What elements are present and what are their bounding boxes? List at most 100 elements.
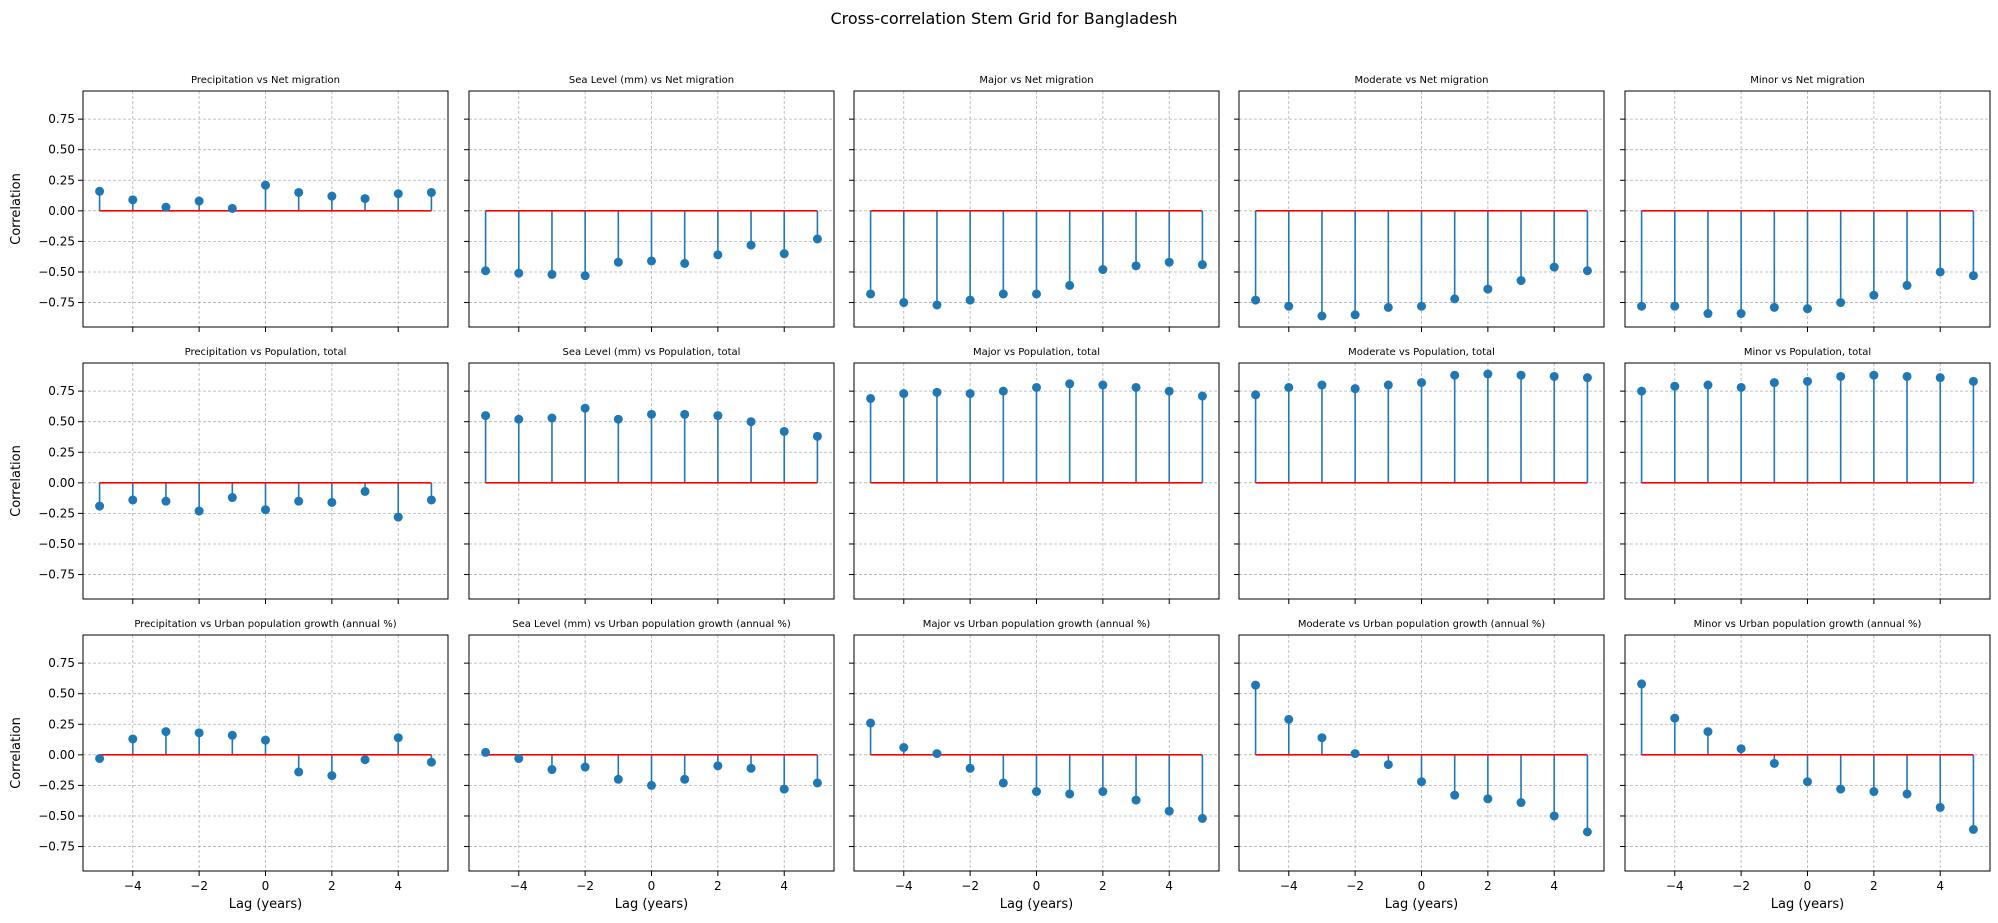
stem-marker bbox=[128, 734, 138, 744]
stem-marker bbox=[1065, 379, 1075, 389]
x-tick-label: 2 bbox=[1099, 879, 1107, 893]
stem-marker bbox=[1284, 301, 1294, 311]
subplot-title: Precipitation vs Net migration bbox=[191, 75, 340, 86]
stem-marker bbox=[1065, 280, 1075, 290]
x-tick-label: −4 bbox=[1280, 879, 1298, 893]
subplot-5: Minor vs Net migration bbox=[1620, 75, 1991, 332]
x-tick-label: 4 bbox=[780, 879, 788, 893]
x-axis-label: Lag (years) bbox=[1000, 897, 1074, 912]
stem-marker bbox=[1736, 382, 1746, 392]
stem-marker bbox=[779, 249, 789, 259]
stem-marker bbox=[1317, 311, 1327, 321]
subplot-11: Precipitation vs Urban population growth… bbox=[9, 619, 449, 912]
x-tick-label: 0 bbox=[1418, 879, 1426, 893]
stem-marker bbox=[1350, 310, 1360, 320]
stem-marker bbox=[360, 486, 370, 496]
x-axis-label: Lag (years) bbox=[229, 897, 303, 912]
stem-marker bbox=[965, 295, 975, 305]
stem-marker bbox=[1251, 295, 1261, 305]
stem-marker bbox=[227, 493, 237, 503]
x-tick-label: −4 bbox=[1666, 879, 1684, 893]
stem-marker bbox=[481, 747, 491, 757]
x-tick-label: −4 bbox=[510, 879, 528, 893]
y-tick-label: 0.00 bbox=[48, 476, 75, 490]
stem-marker bbox=[514, 268, 524, 278]
stem-marker bbox=[1769, 758, 1779, 768]
stem-marker bbox=[1769, 302, 1779, 312]
stem-marker bbox=[1383, 302, 1393, 312]
subplot-title: Minor vs Net migration bbox=[1750, 75, 1864, 86]
y-tick-label: 0.75 bbox=[48, 384, 75, 398]
stem-marker bbox=[866, 289, 876, 299]
subplot-title: Sea Level (mm) vs Net migration bbox=[569, 75, 734, 86]
stem-marker bbox=[393, 189, 403, 199]
stem-marker bbox=[1098, 380, 1108, 390]
stem-marker bbox=[647, 409, 656, 419]
y-tick-label: −0.25 bbox=[38, 234, 75, 248]
subplot-title: Minor vs Population, total bbox=[1744, 347, 1871, 358]
subplot-15: Minor vs Urban population growth (annual… bbox=[1620, 619, 1991, 912]
stem-marker bbox=[1703, 727, 1713, 737]
y-tick-label: 0.75 bbox=[48, 112, 75, 126]
stem-marker bbox=[812, 431, 822, 441]
stem-marker bbox=[426, 187, 436, 197]
y-tick-label: −0.25 bbox=[38, 778, 75, 792]
subplot-title: Minor vs Urban population growth (annual… bbox=[1694, 619, 1922, 630]
stem-marker bbox=[1736, 309, 1746, 319]
stem-marker bbox=[360, 755, 370, 765]
stem-marker bbox=[1968, 376, 1978, 386]
stem-marker bbox=[128, 495, 138, 505]
x-tick-label: −2 bbox=[1732, 879, 1750, 893]
stem-marker bbox=[514, 754, 524, 764]
subplot-title: Major vs Net migration bbox=[979, 75, 1093, 86]
stem-marker bbox=[613, 414, 623, 424]
y-tick-label: 0.00 bbox=[48, 204, 75, 218]
x-tick-label: −2 bbox=[576, 879, 594, 893]
stem-marker bbox=[1098, 265, 1108, 275]
stem-marker bbox=[580, 403, 590, 413]
stem-marker bbox=[713, 250, 723, 260]
stem-marker bbox=[932, 387, 942, 397]
x-tick-label: 0 bbox=[1033, 879, 1041, 893]
axes-frame bbox=[853, 634, 1220, 872]
stem-marker bbox=[227, 203, 237, 213]
stem-marker bbox=[161, 727, 171, 737]
axes-frame bbox=[468, 634, 835, 872]
stem-marker bbox=[812, 234, 822, 244]
stem-marker bbox=[481, 266, 491, 276]
stem-marker bbox=[1197, 391, 1207, 401]
stem-marker bbox=[1549, 371, 1559, 381]
stem-marker bbox=[866, 393, 876, 403]
stem-marker bbox=[327, 771, 337, 781]
stem-marker bbox=[1284, 714, 1294, 724]
y-tick-label: −0.75 bbox=[38, 568, 75, 582]
x-tick-label: 0 bbox=[1804, 879, 1812, 893]
subplot-4: Moderate vs Net migration bbox=[1234, 75, 1605, 332]
stem-marker bbox=[261, 735, 270, 745]
stem-marker bbox=[1131, 382, 1141, 392]
x-tick-label: 4 bbox=[1165, 879, 1173, 893]
x-tick-label: −4 bbox=[895, 879, 913, 893]
stem-marker bbox=[1383, 760, 1393, 770]
stem-marker bbox=[932, 749, 942, 759]
axes-frame bbox=[1624, 634, 1991, 872]
stem-marker bbox=[1383, 380, 1393, 390]
stem-marker bbox=[1836, 784, 1846, 794]
stem-marker bbox=[1197, 813, 1207, 823]
y-tick-label: −0.75 bbox=[38, 296, 75, 310]
stem-marker bbox=[1803, 376, 1812, 386]
y-axis-label: Correlation bbox=[9, 717, 24, 789]
stem-marker bbox=[1769, 378, 1779, 388]
subplot-14: Moderate vs Urban population growth (ann… bbox=[1234, 619, 1605, 912]
stem-marker bbox=[1670, 381, 1680, 391]
stem-marker bbox=[1902, 371, 1912, 381]
stem-marker bbox=[779, 426, 789, 436]
y-tick-label: 0.25 bbox=[48, 445, 75, 459]
stem-marker bbox=[1516, 276, 1526, 286]
subplot-title: Moderate vs Net migration bbox=[1354, 75, 1488, 86]
subplot-1: Precipitation vs Net migration 0.75 0.50 0.… bbox=[9, 75, 449, 332]
stem-marker bbox=[1582, 266, 1592, 276]
stem-marker bbox=[1869, 290, 1879, 300]
subplot-9: Moderate vs Population, total bbox=[1234, 347, 1605, 604]
stem-marker bbox=[294, 767, 304, 777]
